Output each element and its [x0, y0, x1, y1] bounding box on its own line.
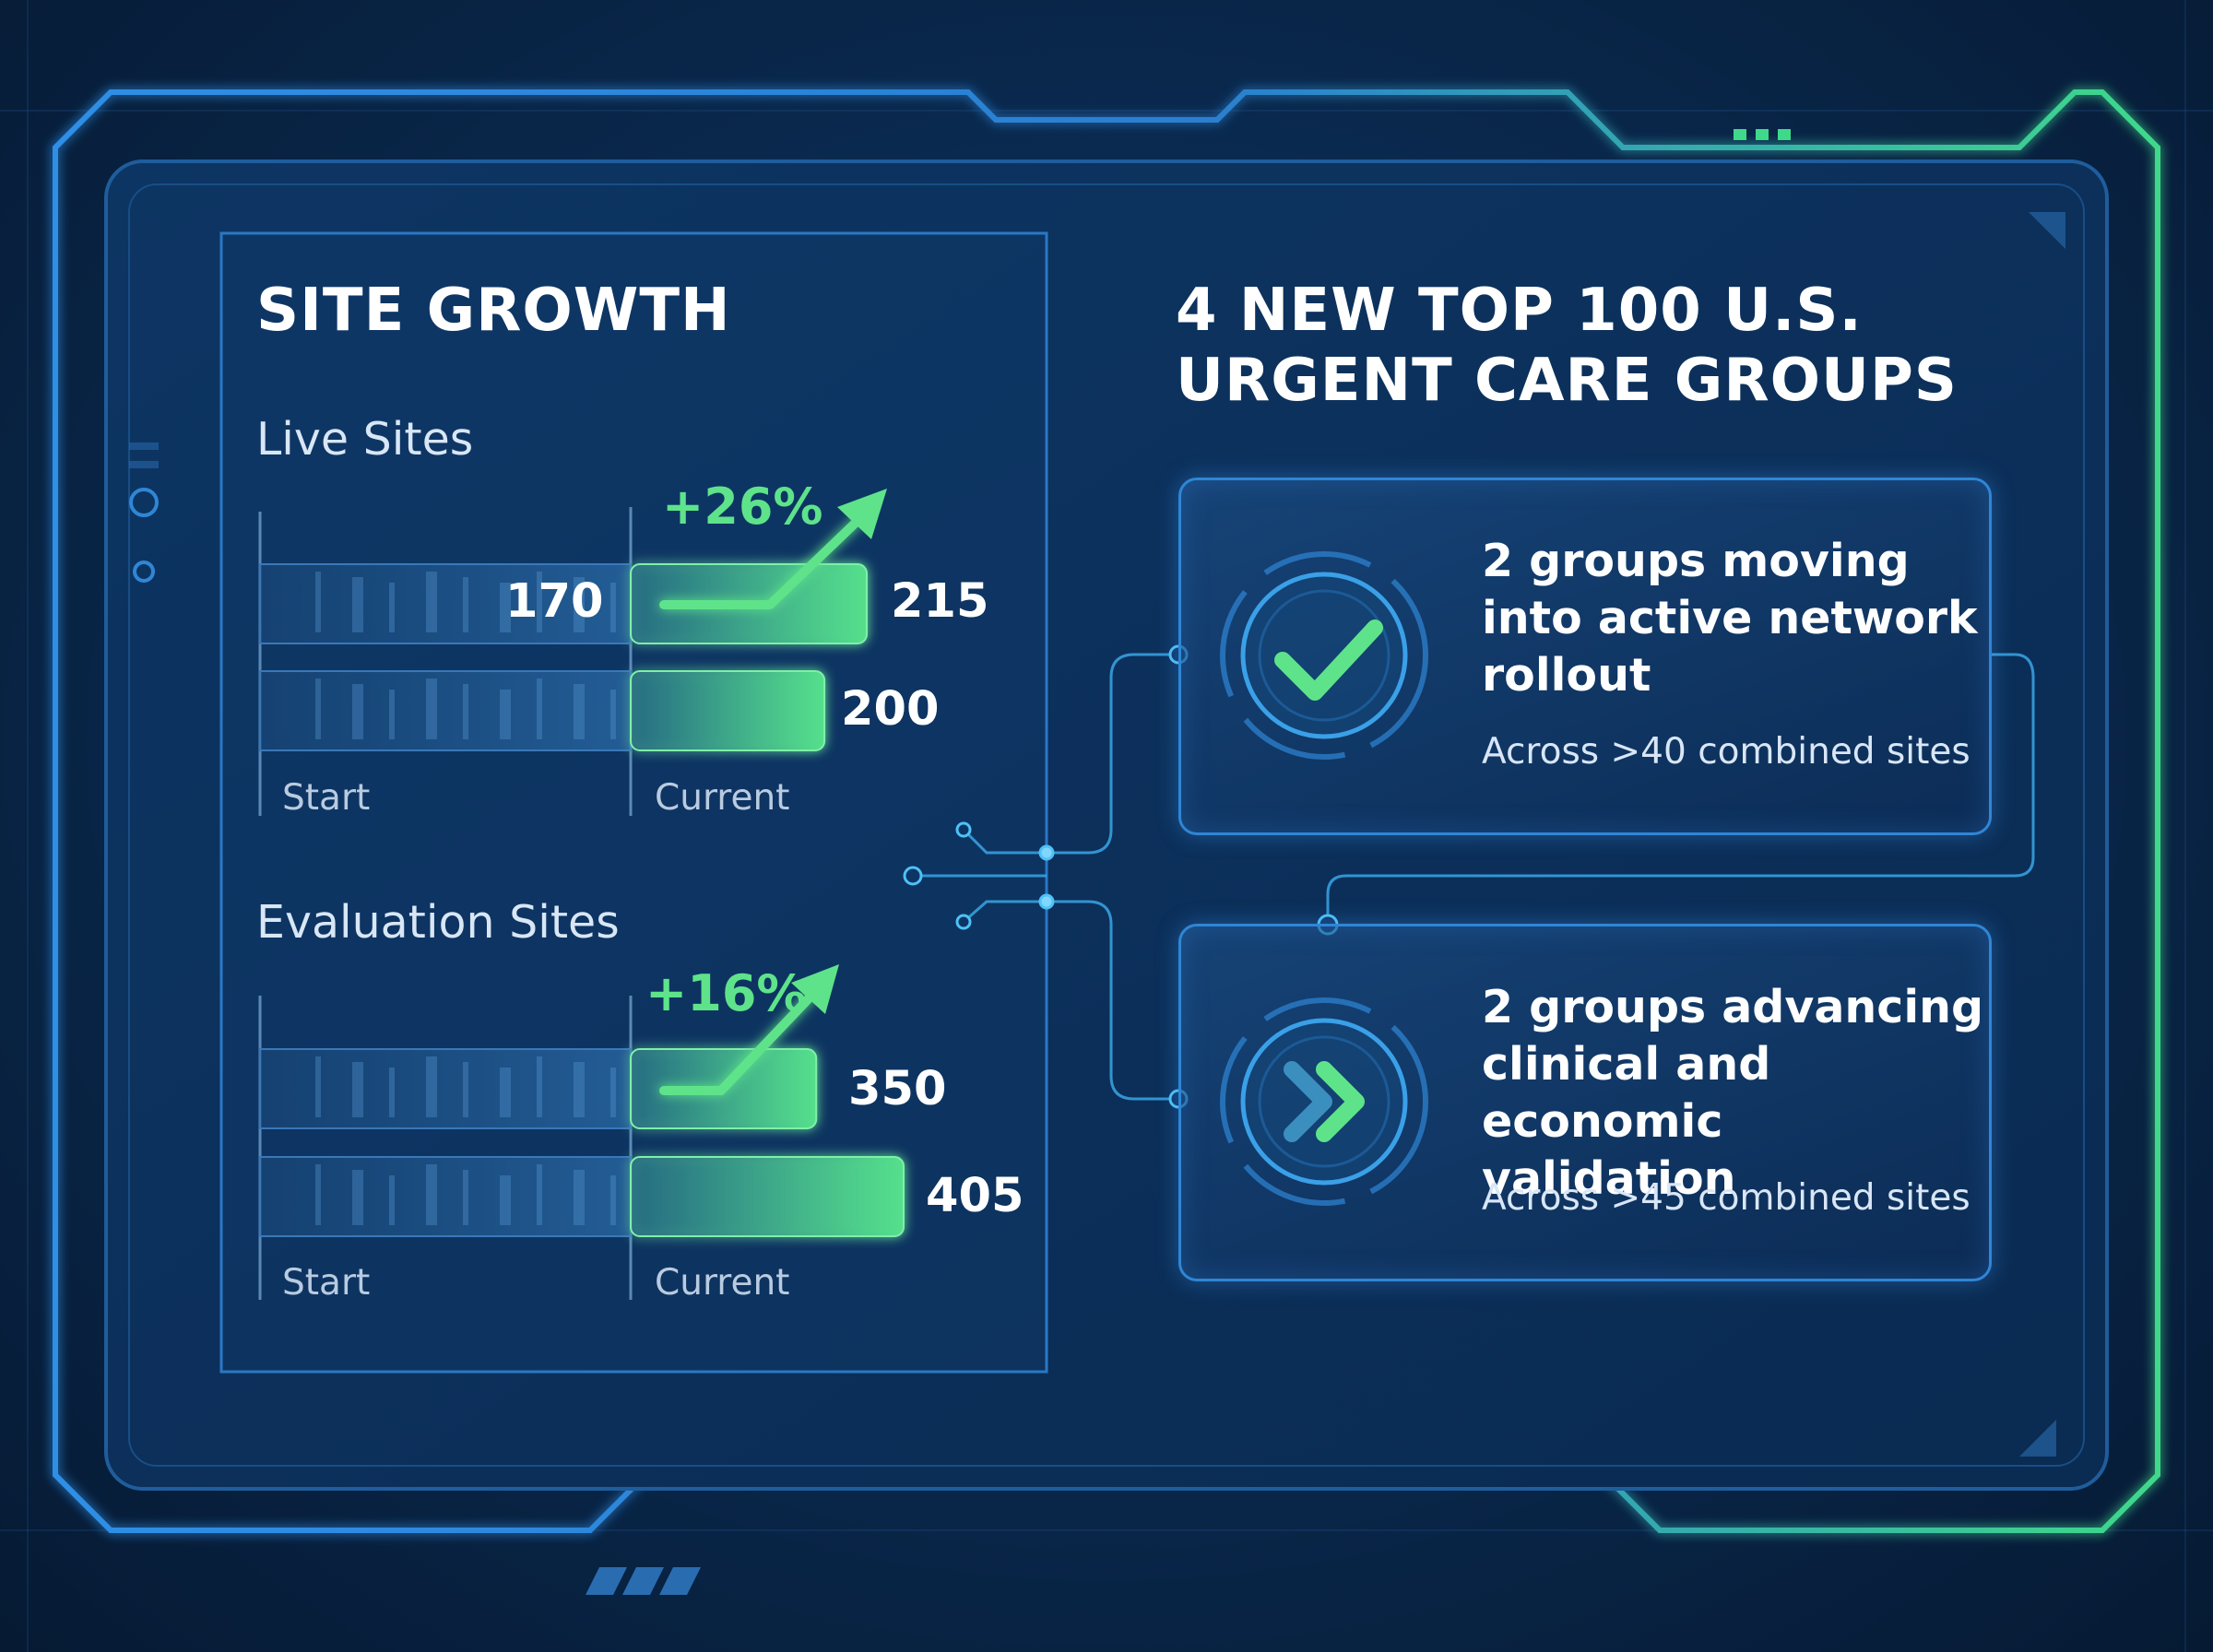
evaluation-sites-bar-1-texture-5 [463, 1062, 468, 1117]
live-sites-change-label: +26% [662, 478, 823, 536]
live-sites-bar-1-start-segment [259, 563, 632, 644]
checkmark-icon [1220, 551, 1428, 760]
evaluation-sites-growth-arrow-head [791, 964, 839, 1014]
evaluation-sites-axis-current: Current [655, 1262, 790, 1304]
evaluation-sites-bar-2-texture-3 [389, 1175, 395, 1225]
evaluation-sites-bar-2-texture-5 [463, 1170, 468, 1225]
evaluation-sites-bar-1-texture-9 [610, 1068, 616, 1117]
evaluation-sites-bar-1-texture-8 [574, 1062, 585, 1117]
card-network-rollout-subtext: Across >40 combined sites [1482, 731, 1970, 773]
double-chevron-right-icon [1220, 997, 1428, 1206]
live-sites-bar-2-texture-5 [463, 684, 468, 739]
evaluation-sites-bar-2-texture-8 [574, 1170, 585, 1225]
live-sites-bar-1-texture-3 [389, 583, 395, 632]
live-sites-bar-1-texture-8 [574, 577, 585, 632]
evaluation-sites-bar-2-texture-4 [426, 1164, 437, 1225]
evaluation-sites-bar-1-texture-7 [537, 1056, 542, 1117]
panel-title-line2: URGENT CARE GROUPS [1176, 347, 1958, 415]
live-sites-bar-1-texture-7 [537, 572, 542, 632]
live-sites-bar-1-texture-6 [500, 583, 511, 632]
live-sites-growth-arrow-head [837, 489, 887, 539]
card-clinical-validation-subtext: Across >45 combined sites [1482, 1177, 1970, 1219]
live-sites-bar-2-texture-7 [537, 678, 542, 739]
section-label-live-sites: Live Sites [256, 413, 474, 466]
evaluation-sites-bar-2-texture-9 [610, 1175, 616, 1225]
evaluation-sites-bar-1-texture-4 [426, 1056, 437, 1117]
live-sites-bar-2-start-segment [259, 670, 632, 751]
evaluation-sites-axis-start: Start [282, 1262, 371, 1304]
live-sites-bar-2-texture-4 [426, 678, 437, 739]
live-sites-bar-2-texture-8 [574, 684, 585, 739]
live-sites-bar-1-texture-4 [426, 572, 437, 632]
section-label-evaluation-sites: Evaluation Sites [256, 896, 620, 949]
card-clinical-validation: 2 groups advancing clinical and economic… [1178, 924, 1992, 1281]
live-sites-bar-2-texture-1 [315, 678, 321, 739]
evaluation-sites-bar-1-texture-2 [352, 1062, 363, 1117]
live-sites-axis-current: Current [655, 777, 790, 819]
live-sites-bar-2-current-segment [630, 670, 826, 751]
live-sites-bar-1-texture-2 [352, 577, 363, 632]
live-sites-bar-1-texture-1 [315, 572, 321, 632]
evaluation-sites-growth-arrow [659, 991, 816, 1095]
evaluation-sites-bar-2-current-segment [630, 1156, 905, 1237]
evaluation-sites-bar-1-start-segment [259, 1048, 632, 1129]
live-sites-axis-start: Start [282, 777, 371, 819]
live-sites-bar1-start-value: 170 [505, 574, 604, 629]
live-sites-bar1-end-value: 215 [891, 574, 989, 629]
live-sites-bar-1-texture-9 [610, 583, 616, 632]
live-sites-bar-2-texture-6 [500, 690, 511, 739]
evaluation-sites-bar-2-start-segment [259, 1156, 632, 1237]
evaluation-sites-bar1-value: 350 [848, 1062, 947, 1116]
card-network-rollout-heading: 2 groups moving into active network roll… [1482, 535, 1978, 702]
live-sites-bar-2-texture-9 [610, 690, 616, 739]
evaluation-sites-bar-2-texture-2 [352, 1170, 363, 1225]
card-clinical-validation-heading: 2 groups advancing clinical and economic… [1482, 981, 1984, 1205]
evaluation-sites-change-label: +16% [645, 964, 807, 1022]
evaluation-sites-bar-2-texture-7 [537, 1164, 542, 1225]
evaluation-sites-bar2-value: 405 [926, 1169, 1024, 1223]
card-network-rollout: 2 groups moving into active network roll… [1178, 478, 1992, 835]
live-sites-bar2-value: 200 [841, 682, 940, 737]
evaluation-sites-bar-2-texture-1 [315, 1164, 321, 1225]
evaluation-sites-bar-2-texture-6 [500, 1175, 511, 1225]
evaluation-sites-bar-1-texture-3 [389, 1068, 395, 1117]
live-sites-growth-arrow [659, 516, 862, 609]
evaluation-sites-bar-1-texture-1 [315, 1056, 321, 1117]
live-sites-bar-1-texture-5 [463, 577, 468, 632]
panel-title-line1: 4 NEW TOP 100 U.S. [1176, 277, 1863, 345]
panel-title-site-growth: SITE GROWTH [256, 277, 731, 345]
live-sites-bar-2-texture-3 [389, 690, 395, 739]
evaluation-sites-bar-1-texture-6 [500, 1068, 511, 1117]
live-sites-bar-2-texture-2 [352, 684, 363, 739]
